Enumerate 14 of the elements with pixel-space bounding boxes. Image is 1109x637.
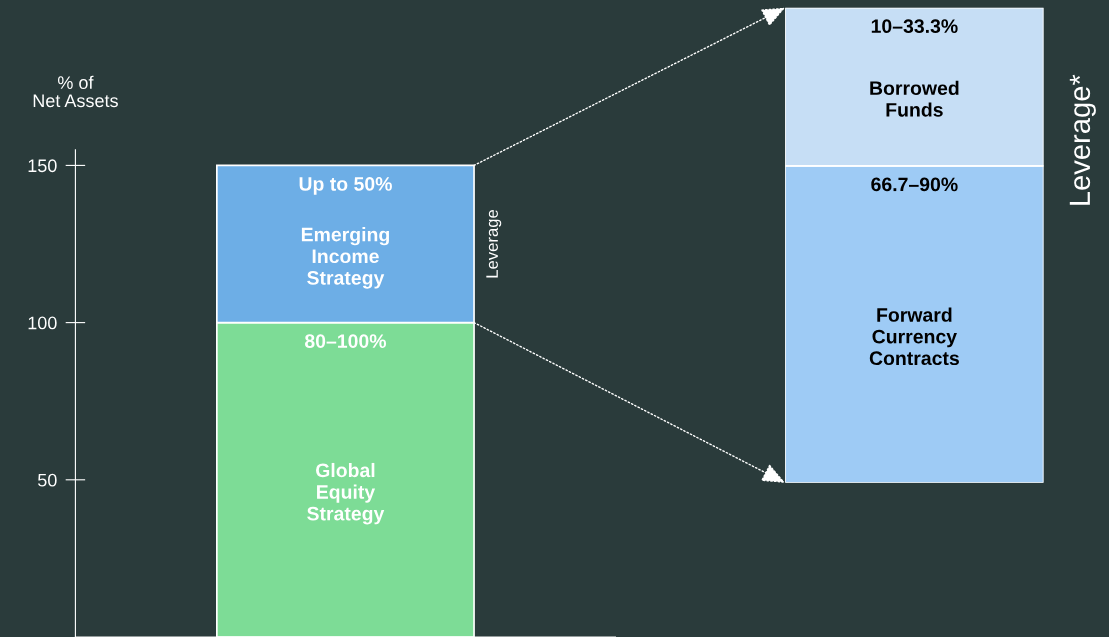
y-tick-label: 150 — [28, 159, 57, 173]
series-label: Forward Currency Contracts — [869, 307, 959, 366]
annotation: 10–33.3% — [871, 19, 958, 34]
y-axis-title: % of Net Assets — [33, 75, 118, 108]
series-label: Emerging Income Strategy — [301, 227, 389, 289]
text: Leverage — [486, 210, 502, 278]
annotation: 80–100% — [304, 334, 387, 348]
annotation: 66.7–90% — [871, 177, 958, 192]
series-label: Borrowed Funds — [870, 80, 959, 117]
series-label: Global Equity Strategy — [307, 462, 385, 525]
text: Leverage* — [1069, 74, 1096, 205]
annotation: Up to 50% — [299, 177, 392, 195]
y-tick-label: 100 — [28, 316, 57, 330]
y-tick-label: 50 — [38, 473, 57, 487]
